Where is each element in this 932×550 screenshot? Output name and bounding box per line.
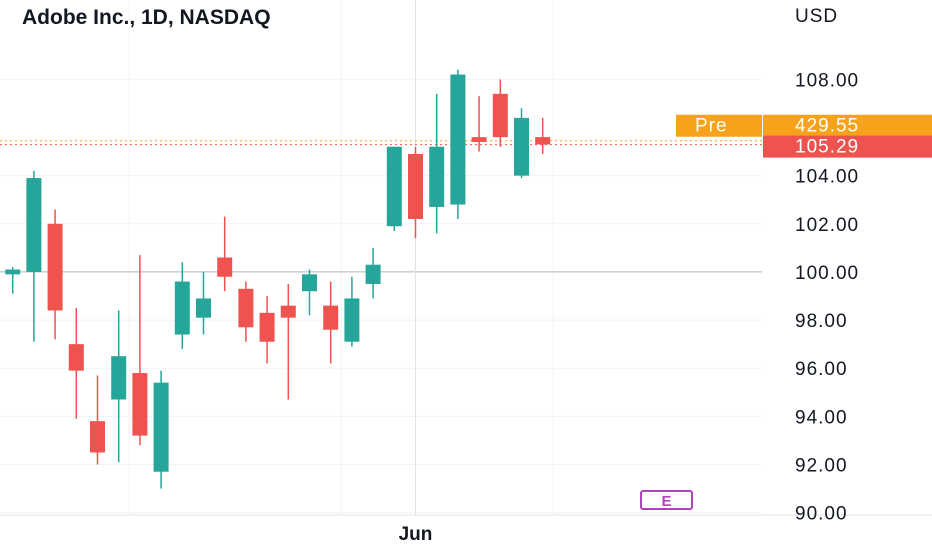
- candle-body[interactable]: [344, 298, 360, 342]
- candle-body[interactable]: [196, 298, 211, 318]
- candle-body[interactable]: [174, 281, 190, 335]
- y-tick-label: 90.00: [795, 504, 848, 525]
- y-tick-label: 100.00: [795, 263, 859, 284]
- y-tick-label: 104.00: [795, 167, 859, 188]
- candle-body[interactable]: [238, 288, 254, 328]
- y-tick-label: 108.00: [795, 70, 859, 91]
- premarket-price-tag: [763, 114, 932, 137]
- candle-body[interactable]: [259, 312, 275, 342]
- chart-title: Adobe Inc., 1D, NASDAQ: [22, 6, 271, 29]
- earnings-event-marker[interactable]: [640, 490, 693, 510]
- y-tick-label: 94.00: [795, 407, 848, 428]
- candle-body[interactable]: [386, 146, 402, 227]
- candle-body[interactable]: [68, 344, 84, 371]
- candle-body[interactable]: [323, 305, 339, 330]
- y-tick-label: 96.00: [795, 359, 848, 380]
- y-tick-label: 92.00: [795, 456, 848, 477]
- premarket-tag-label-bg: [676, 114, 762, 137]
- candle-body[interactable]: [47, 223, 63, 311]
- last-price-tag: [763, 135, 932, 158]
- candle-body[interactable]: [365, 264, 381, 284]
- candle-body[interactable]: [450, 74, 466, 205]
- candle-body[interactable]: [90, 421, 105, 453]
- currency-label: USD: [795, 6, 838, 27]
- y-tick-label: 102.00: [795, 215, 859, 236]
- candle-body[interactable]: [153, 382, 169, 472]
- candle-body[interactable]: [471, 137, 487, 142]
- candle-body[interactable]: [5, 269, 21, 275]
- candle-body[interactable]: [429, 146, 445, 207]
- candle-body[interactable]: [111, 356, 127, 400]
- earnings-event-label: E: [661, 493, 671, 510]
- last-price-value: 105.29: [795, 137, 859, 158]
- y-tick-label: 98.00: [795, 311, 848, 332]
- candle-body[interactable]: [280, 305, 296, 318]
- candle-body[interactable]: [26, 178, 42, 272]
- candle-body[interactable]: [132, 373, 148, 436]
- x-tick-label: Jun: [399, 524, 433, 545]
- premarket-price-value: 429.55: [795, 116, 859, 137]
- candle-body[interactable]: [302, 274, 317, 292]
- premarket-tag-label: Pre: [695, 116, 728, 137]
- candle-body[interactable]: [514, 117, 529, 176]
- candle-body[interactable]: [535, 137, 551, 145]
- candle-body[interactable]: [408, 153, 423, 219]
- candle-body[interactable]: [492, 93, 508, 138]
- candle-body[interactable]: [217, 257, 233, 277]
